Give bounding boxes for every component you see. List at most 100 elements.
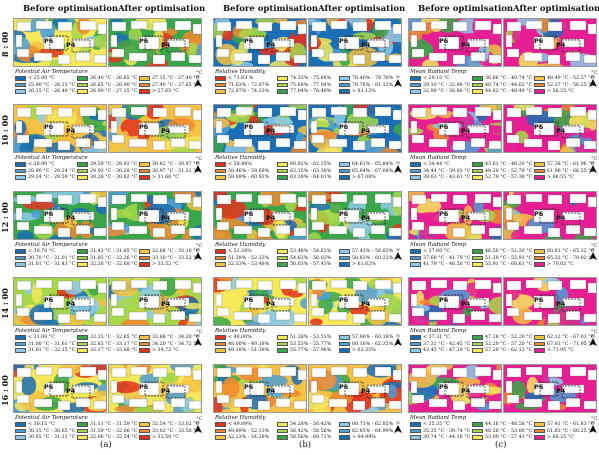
map-panel: P6 P4 bbox=[213, 191, 307, 240]
map-panel: P6 P4 bbox=[213, 104, 307, 153]
plot-label: P6 bbox=[439, 37, 449, 45]
legend-item: > 33.50 °C bbox=[139, 435, 179, 440]
plot-label: P6 bbox=[44, 383, 54, 391]
legend-item: > 34.72 °C bbox=[139, 348, 179, 353]
map-svg: P6 P4 bbox=[309, 365, 401, 412]
north-label: N bbox=[396, 420, 400, 425]
building-block bbox=[93, 400, 106, 410]
building-block bbox=[328, 311, 348, 321]
legend-item: 52.79 °C - 57.38 °C bbox=[472, 175, 532, 180]
building-block bbox=[233, 138, 253, 148]
building-block bbox=[352, 313, 366, 324]
legend-swatch bbox=[139, 82, 150, 87]
legend-item: 48.20 °C - 52.79 °C bbox=[472, 168, 532, 174]
map-panel: P6 P4 bbox=[408, 364, 502, 413]
building-block bbox=[110, 120, 118, 134]
legend-item: 39.03 °C - 43.61 °C bbox=[410, 175, 470, 180]
building-block bbox=[57, 367, 73, 378]
legend-swatch bbox=[339, 175, 350, 180]
field-patch bbox=[398, 19, 401, 25]
legend-swatch bbox=[15, 89, 26, 94]
plot-label: P4 bbox=[161, 214, 171, 222]
legend-label: 63.38% - 64.61% bbox=[290, 175, 332, 180]
building-block bbox=[388, 313, 401, 323]
plot-label: P6 bbox=[339, 296, 349, 304]
plot-label: P6 bbox=[534, 210, 544, 218]
legend-label: > 34.72 °C bbox=[152, 348, 179, 353]
plot-label: P6 bbox=[339, 37, 349, 45]
legend-swatch bbox=[472, 76, 483, 81]
legend-label: < 71.63 % bbox=[228, 76, 254, 81]
building-block bbox=[523, 225, 543, 235]
plot-outline bbox=[249, 121, 269, 137]
building-block bbox=[506, 367, 522, 378]
building-block bbox=[506, 21, 522, 32]
building-block bbox=[565, 310, 581, 321]
building-block bbox=[547, 227, 561, 238]
building-block bbox=[492, 196, 501, 208]
plot-label: P6 bbox=[534, 123, 544, 131]
building-block bbox=[16, 107, 32, 118]
building-block bbox=[452, 313, 466, 324]
building-block bbox=[216, 134, 230, 144]
building-block bbox=[43, 122, 65, 136]
legend-label: 79.76% - 81.12% bbox=[352, 82, 394, 88]
legend-swatch bbox=[472, 341, 483, 346]
legend-label: 67.03 °C - 71.95 °C bbox=[547, 341, 595, 347]
legend-swatch bbox=[77, 255, 88, 260]
building-block bbox=[79, 106, 97, 117]
building-block bbox=[33, 398, 53, 408]
plot-label: P4 bbox=[266, 300, 276, 308]
legend-item: 27.40 °C - 27.65 °C bbox=[139, 82, 199, 88]
building-block bbox=[233, 311, 253, 321]
legend-swatch bbox=[534, 82, 545, 87]
legend-swatch bbox=[534, 262, 545, 267]
building-block bbox=[243, 209, 265, 223]
building-block bbox=[152, 21, 168, 32]
legend-item: 37.60 °C - 41.79 °C bbox=[410, 255, 471, 261]
building-block bbox=[338, 36, 360, 50]
map-svg: P6 P4 bbox=[109, 19, 201, 66]
legend-swatch bbox=[15, 348, 26, 353]
building-block bbox=[374, 366, 392, 377]
building-block bbox=[547, 140, 561, 151]
building-block bbox=[174, 279, 192, 290]
building-block bbox=[370, 51, 386, 62]
building-block bbox=[452, 227, 466, 238]
building-block bbox=[279, 366, 297, 377]
legend-swatch bbox=[215, 335, 226, 340]
building-block bbox=[15, 34, 23, 48]
building-block bbox=[311, 221, 325, 231]
building-block bbox=[257, 54, 271, 65]
field-patch bbox=[473, 319, 490, 325]
building-block bbox=[547, 54, 561, 65]
north-label: N bbox=[196, 160, 200, 165]
legend-swatch bbox=[77, 82, 88, 87]
legend-swatch bbox=[410, 428, 421, 433]
building-block bbox=[311, 134, 325, 144]
map-panel: P6 P4 bbox=[308, 18, 402, 67]
building-block bbox=[506, 307, 520, 317]
map-panel: P6 P4 bbox=[408, 191, 502, 240]
map-svg: P6 P4 bbox=[14, 278, 106, 325]
building-block bbox=[547, 400, 561, 411]
building-block bbox=[569, 366, 587, 377]
legend-swatch bbox=[15, 175, 26, 180]
legend-swatch bbox=[534, 435, 545, 440]
legend-label: < 31.00 °C bbox=[28, 335, 55, 340]
legend-swatch bbox=[534, 255, 545, 260]
legend-label: 60.61 °C - 65.32 °C bbox=[547, 249, 595, 254]
legend-item: 60.16% - 62.35% bbox=[339, 341, 393, 347]
legend-item: 31.01 °C - 31.43 °C bbox=[15, 262, 75, 267]
plot-outline bbox=[344, 121, 364, 137]
building-block bbox=[411, 48, 425, 58]
building-block bbox=[547, 21, 563, 32]
building-block bbox=[43, 36, 65, 50]
legend-swatch bbox=[139, 249, 150, 254]
field-patch bbox=[31, 283, 42, 304]
legend-swatch bbox=[139, 335, 150, 340]
building-block bbox=[174, 20, 192, 31]
plot-label: P6 bbox=[244, 37, 254, 45]
legend-label: 37.60 °C - 41.79 °C bbox=[423, 255, 471, 261]
building-block bbox=[533, 382, 555, 396]
